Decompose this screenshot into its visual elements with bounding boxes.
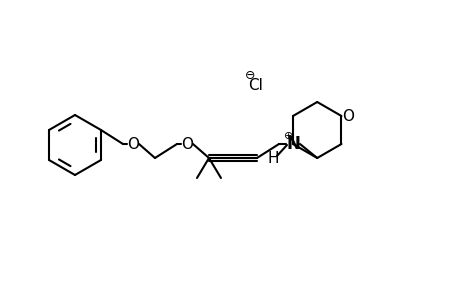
Text: O: O [127,136,139,152]
Text: Cl: Cl [248,77,263,92]
Text: O: O [180,136,193,152]
Text: O: O [342,109,354,124]
Text: ⊖: ⊖ [244,68,255,82]
Text: N: N [285,135,299,153]
Text: ⊕: ⊕ [284,131,293,141]
Text: H: H [267,151,278,166]
